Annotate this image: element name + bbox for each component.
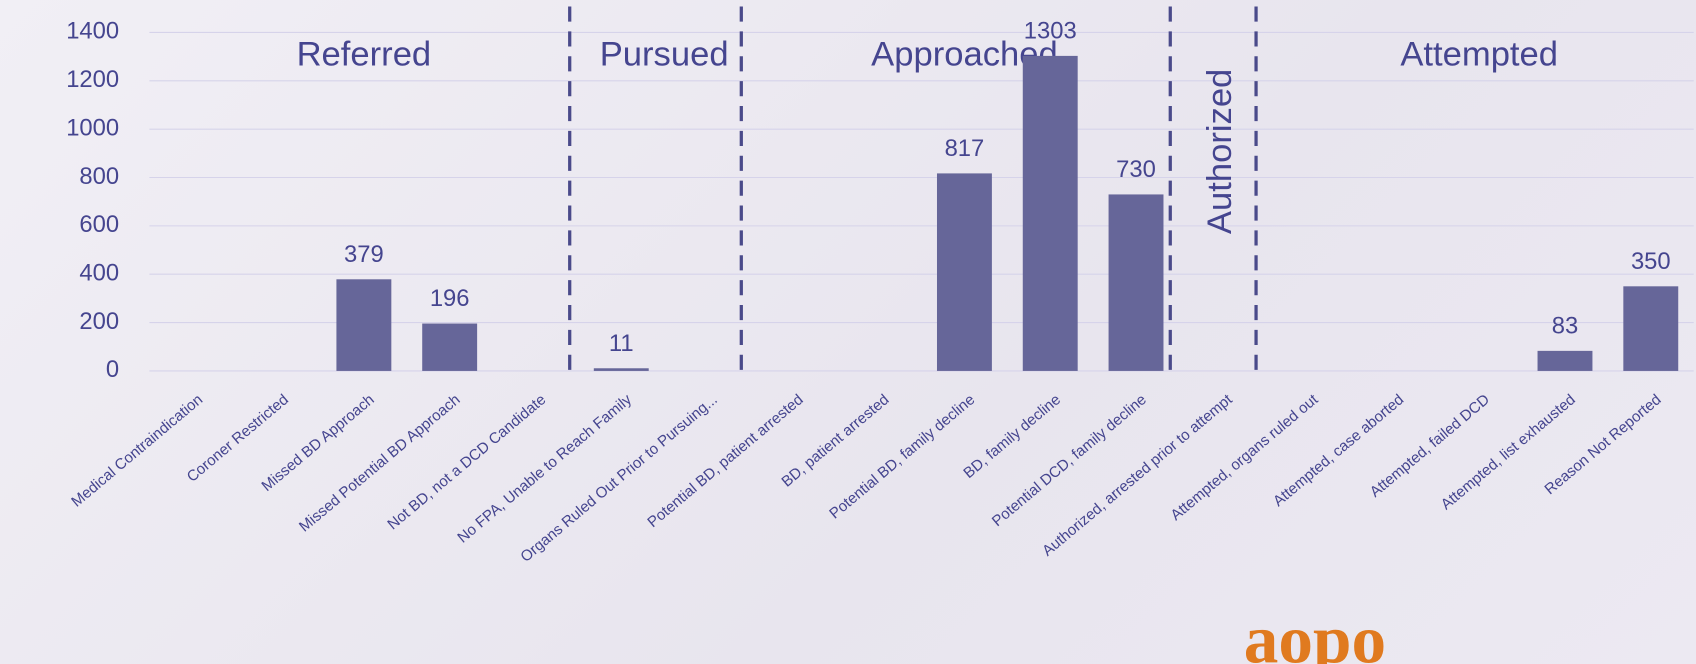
section-label: Referred (297, 35, 432, 73)
x-tick-label: Potential BD, family decline (826, 391, 978, 522)
y-tick-label: 800 (79, 163, 119, 190)
section-label: Pursued (600, 35, 729, 73)
y-tick-label: 1200 (66, 66, 119, 93)
bar (593, 368, 649, 371)
value-label: 350 (1631, 248, 1671, 275)
section-label: Attempted (1400, 35, 1558, 73)
value-label: 730 (1116, 156, 1156, 183)
value-label: 11 (609, 330, 634, 357)
bar (422, 323, 478, 371)
y-tick-label: 200 (79, 308, 119, 335)
bar (1108, 194, 1164, 371)
bar (936, 173, 992, 371)
bar (1022, 55, 1078, 371)
bar (1537, 350, 1593, 371)
section-label: Authorized (1201, 69, 1239, 234)
y-tick-label: 400 (79, 260, 119, 287)
x-tick-label: Potential BD, patient arrested (644, 391, 806, 531)
x-tick-label: Medical Contraindication (68, 391, 206, 510)
y-tick-label: 600 (79, 211, 119, 238)
x-tick-label: Missed Potential BD Approach (296, 391, 463, 535)
value-label: 817 (945, 135, 985, 162)
y-tick-label: 0 (106, 356, 119, 383)
y-tick-label: 1400 (66, 18, 119, 45)
bar (336, 279, 392, 371)
value-label: 83 (1552, 312, 1578, 339)
x-tick-label: Authorized, arrested prior to attempt (1039, 391, 1236, 560)
value-label: 196 (430, 285, 470, 312)
logo: aopo (1244, 601, 1386, 664)
x-tick-label: Attempted, organs ruled out (1167, 391, 1322, 525)
x-tick-label: Not BD, not a DCD Candidate (384, 391, 549, 533)
value-label: 379 (344, 241, 384, 268)
value-label: 1303 (1024, 17, 1077, 44)
bar (1623, 286, 1679, 371)
x-tick-label: No FPA, Unable to Reach Family (454, 391, 635, 547)
y-tick-label: 1000 (66, 114, 119, 141)
x-tick-label: Potential DCD, family decline (989, 391, 1150, 530)
